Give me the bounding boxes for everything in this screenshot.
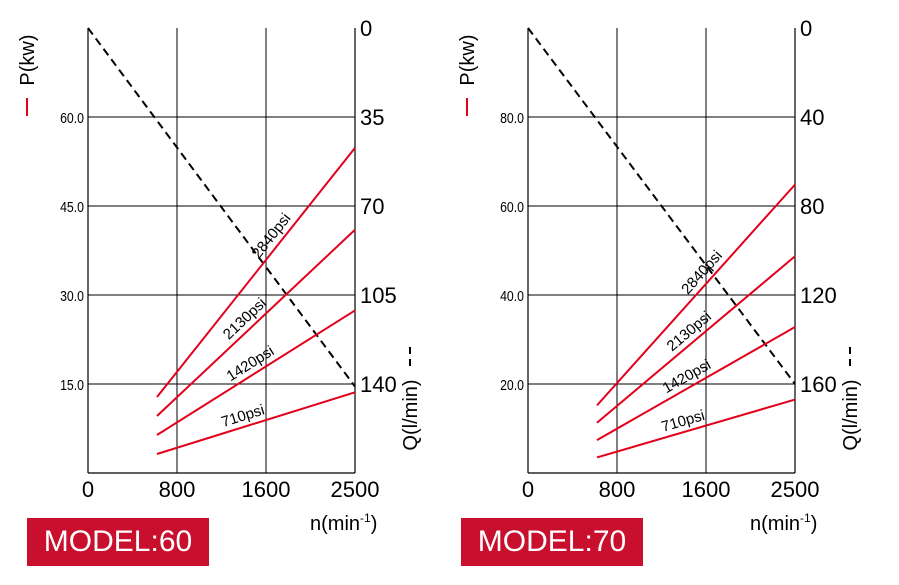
- power-line-710psi: [596, 398, 796, 459]
- left-tick-label: 60.0: [500, 199, 524, 215]
- right-tick-label: 35: [360, 105, 384, 130]
- left-tick-label: 45.0: [60, 199, 84, 215]
- power-line-2840psi: [596, 183, 796, 407]
- power-line-1420psi: [596, 326, 796, 441]
- left-tick-label: 15.0: [60, 377, 84, 393]
- x-tick-label: 1600: [242, 477, 291, 502]
- x-tick-label: 800: [599, 477, 636, 502]
- x-tick-label: 1600: [682, 477, 731, 502]
- x-tick-label: 0: [522, 477, 534, 502]
- right-tick-label: 70: [360, 194, 384, 219]
- right-tick-label: 120: [800, 283, 837, 308]
- x-tick-label: 800: [159, 477, 196, 502]
- power-line-1420psi: [156, 309, 356, 436]
- power-line-2130psi: [156, 229, 356, 417]
- left-axis-label: P(kw): [17, 34, 39, 85]
- flow-line: [87, 27, 356, 388]
- left-axis-label: P(kw): [457, 34, 479, 85]
- right-tick-label: 105: [360, 283, 397, 308]
- power-line-label: 2130psi: [220, 295, 270, 343]
- right-axis-label: Q(l/min): [840, 379, 862, 450]
- right-axis-label: Q(l/min): [400, 379, 422, 450]
- right-tick-label: 40: [800, 105, 824, 130]
- x-axis-label: n(min-1): [310, 511, 377, 535]
- left-tick-label: 30.0: [60, 288, 84, 304]
- right-tick-label: 0: [360, 16, 372, 41]
- right-tick-label: 80: [800, 194, 824, 219]
- x-axis-label: n(min-1): [750, 511, 817, 535]
- left-tick-label: 80.0: [500, 110, 524, 126]
- model-badge-70: MODEL:70: [461, 518, 643, 566]
- power-line-2840psi: [156, 147, 356, 398]
- left-tick-label: 20.0: [500, 377, 524, 393]
- chart-panel-0: 15.0 30.0 45.0 60.0 0 35 70 105 140 0 800 1600 2500 n…: [17, 16, 422, 535]
- power-line-label: 2840psi: [678, 247, 726, 297]
- left-tick-label: 40.0: [500, 288, 524, 304]
- right-tick-label: 140: [360, 372, 397, 397]
- model-badge-60: MODEL:60: [27, 518, 209, 566]
- x-tick-label: 0: [82, 477, 94, 502]
- x-tick-label: 2500: [771, 477, 820, 502]
- right-tick-label: 0: [800, 16, 812, 41]
- flow-line: [527, 27, 796, 385]
- right-tick-label: 160: [800, 372, 837, 397]
- power-line-2130psi: [596, 255, 796, 424]
- power-line-710psi: [156, 391, 356, 455]
- power-line-label: 2130psi: [664, 308, 715, 355]
- left-tick-label: 60.0: [60, 110, 84, 126]
- x-tick-label: 2500: [331, 477, 380, 502]
